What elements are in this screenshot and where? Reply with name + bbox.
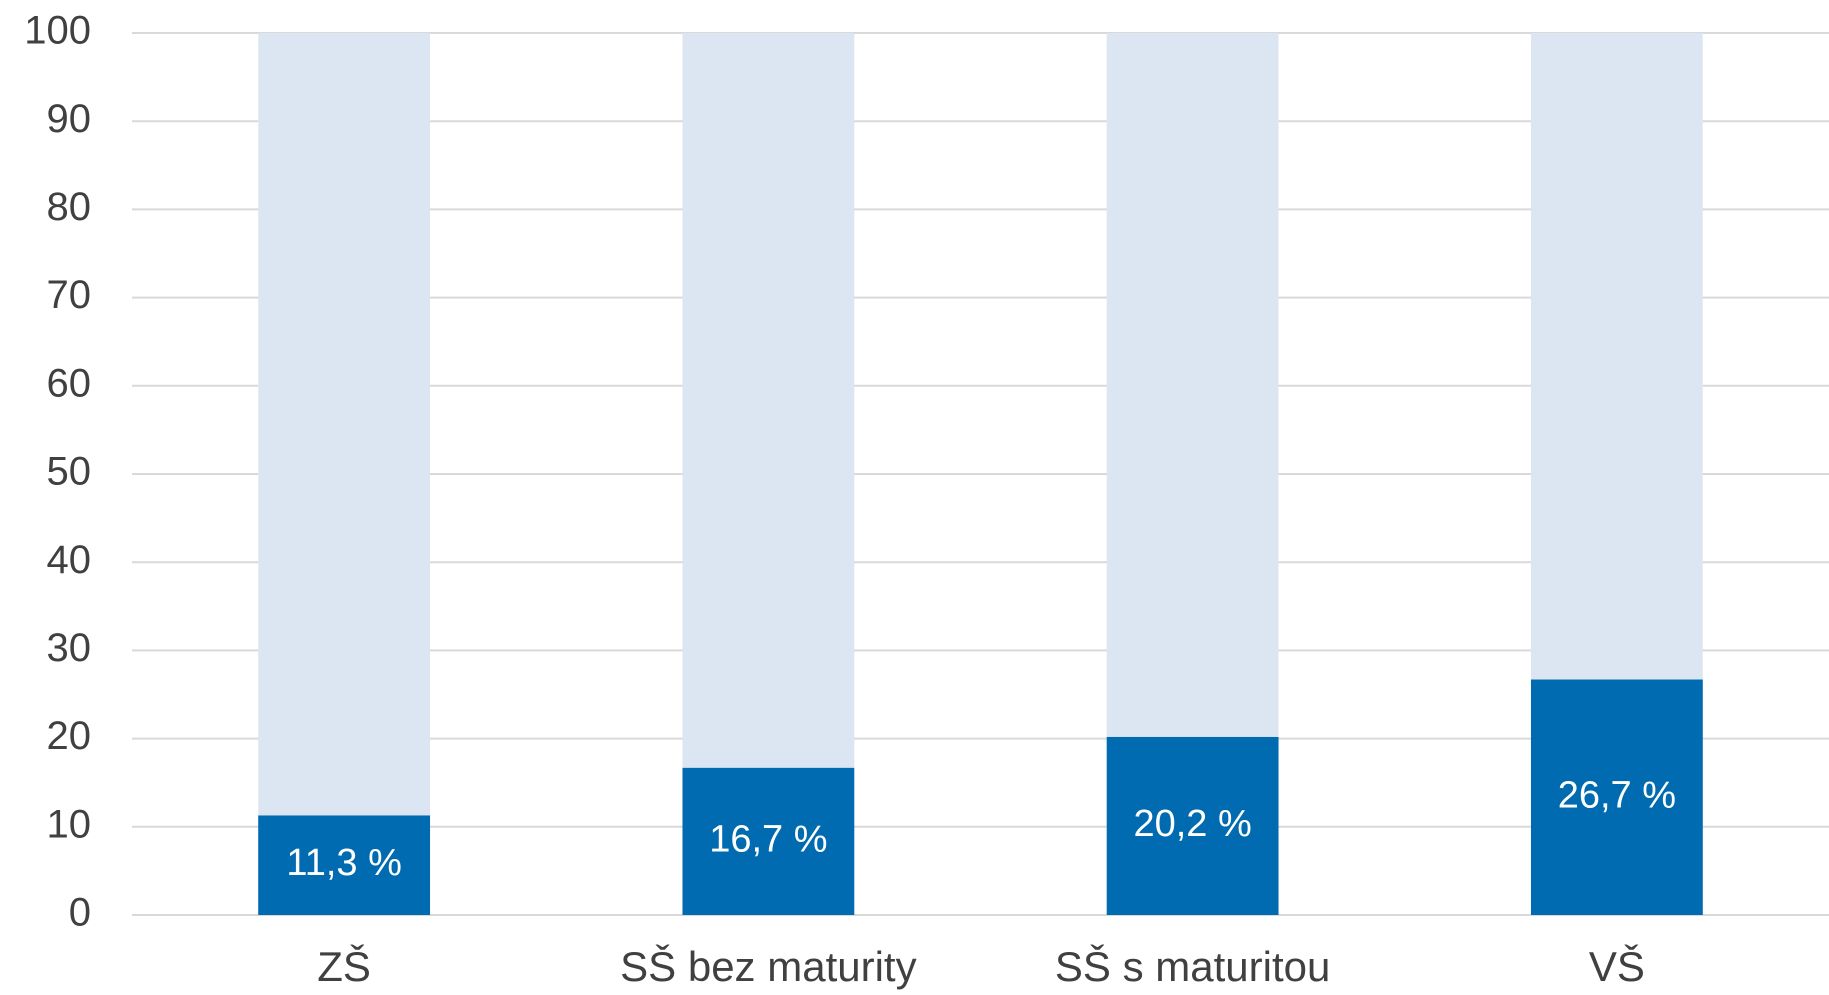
bar-segment [682, 767, 855, 915]
y-tick-label: 40 [47, 538, 92, 582]
x-tick-label: VŠ [1589, 943, 1645, 990]
bar-segment [1106, 33, 1279, 737]
y-tick-label: 60 [47, 361, 92, 405]
y-tick-label: 30 [47, 626, 92, 670]
bar-segment [1106, 736, 1279, 915]
y-tick-label: 80 [47, 185, 92, 229]
x-tick-label: SŠ bez maturity [620, 943, 916, 990]
data-label: 16,7 % [709, 818, 827, 860]
y-tick-label: 90 [47, 97, 92, 141]
bar-segment [1530, 679, 1703, 915]
data-label: 11,3 % [286, 842, 401, 884]
bar-segment [682, 33, 855, 768]
bar-segment [258, 33, 431, 816]
y-tick-label: 50 [47, 450, 92, 494]
bar-segment [1530, 33, 1703, 680]
y-tick-label: 70 [47, 273, 92, 317]
data-label: 20,2 % [1133, 803, 1251, 845]
y-tick-label: 20 [47, 714, 92, 758]
x-tick-label: ZŠ [317, 943, 371, 990]
y-tick-label: 100 [24, 9, 91, 53]
bar-segment [258, 815, 431, 915]
x-tick-label: SŠ s maturitou [1055, 943, 1330, 990]
y-tick-label: 0 [69, 891, 91, 935]
data-label: 26,7 % [1558, 774, 1676, 816]
y-tick-label: 10 [47, 802, 92, 846]
